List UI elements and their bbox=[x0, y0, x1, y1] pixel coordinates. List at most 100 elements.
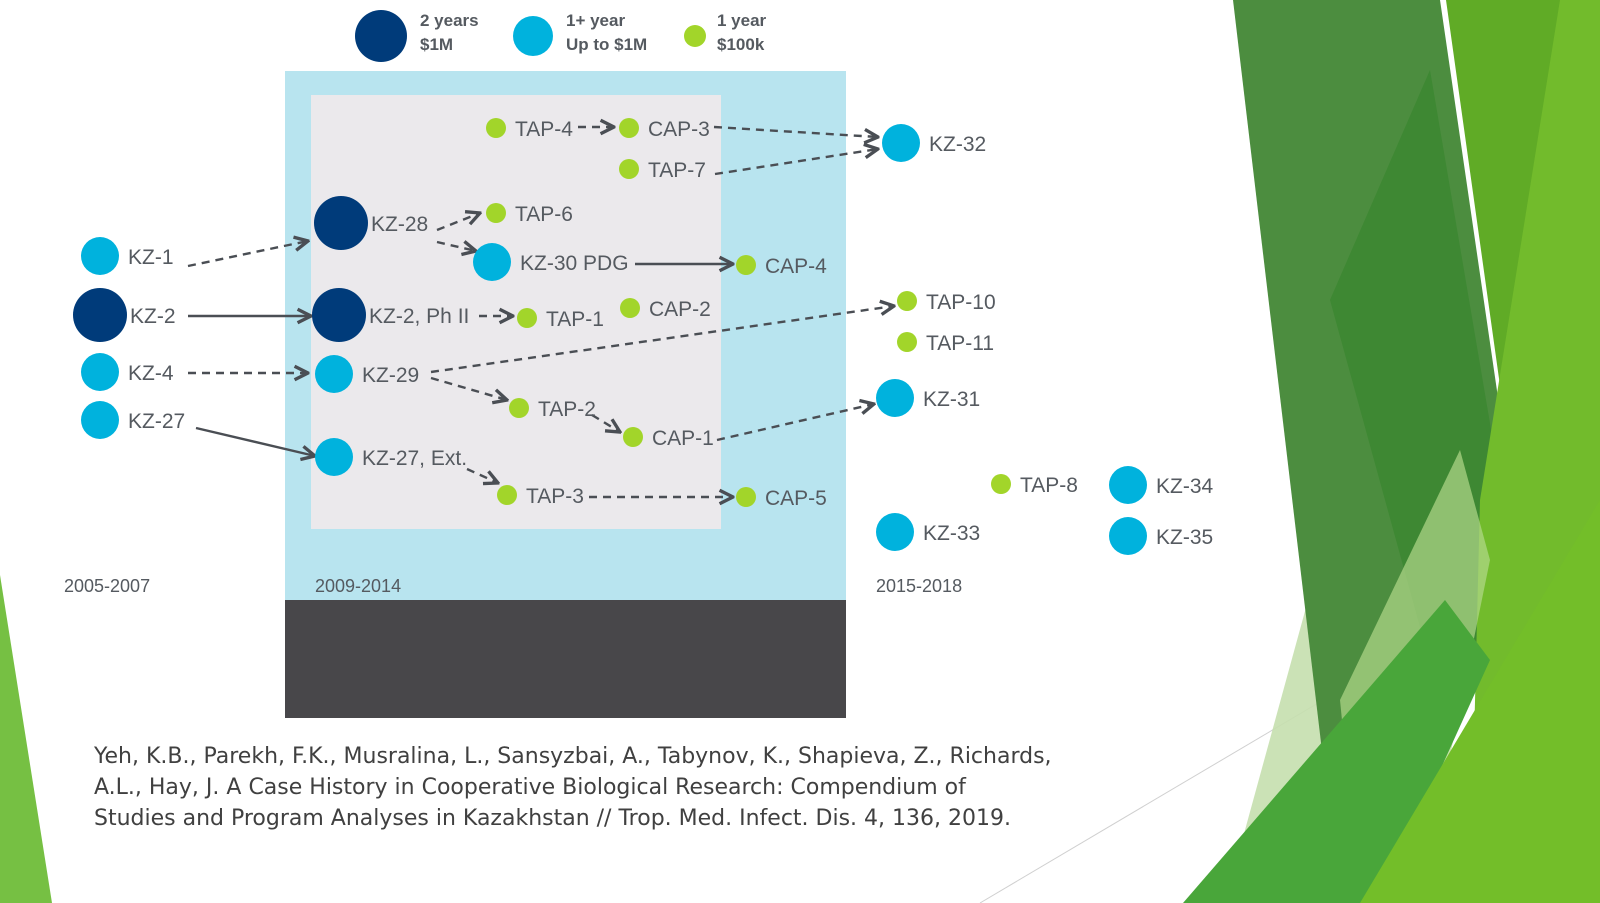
node-tap-6: TAP-6 bbox=[486, 203, 573, 226]
node-marker bbox=[517, 308, 537, 328]
edge-kz-29-to-tap-10 bbox=[430, 306, 894, 374]
node-marker bbox=[81, 353, 119, 391]
dark-block bbox=[285, 600, 846, 718]
node-kz-2: KZ-2 bbox=[73, 288, 176, 342]
nodes: KZ-1 KZ-2 KZ-4 KZ-27 KZ-28 KZ-2, Ph II KZ-29 KZ… bbox=[73, 118, 1214, 555]
node-label: KZ-29 bbox=[362, 364, 419, 387]
node-label: CAP-2 bbox=[649, 298, 711, 321]
node-label: KZ-34 bbox=[1156, 475, 1214, 498]
node-marker bbox=[73, 288, 127, 342]
node-tap-4: TAP-4 bbox=[486, 118, 573, 141]
node-kz-29: KZ-29 bbox=[315, 355, 419, 393]
node-label: KZ-2 bbox=[130, 305, 176, 328]
node-tap-8: TAP-8 bbox=[991, 474, 1078, 497]
node-marker bbox=[315, 355, 353, 393]
node-tap-11: TAP-11 bbox=[897, 332, 994, 355]
node-label: TAP-8 bbox=[1020, 474, 1078, 497]
node-marker bbox=[882, 124, 920, 162]
node-label: TAP-3 bbox=[526, 485, 584, 508]
node-label: TAP-1 bbox=[546, 308, 604, 331]
node-tap-7: TAP-7 bbox=[619, 159, 706, 182]
node-marker bbox=[81, 401, 119, 439]
node-marker bbox=[876, 513, 914, 551]
node-label: TAP-7 bbox=[648, 159, 706, 182]
node-marker bbox=[619, 118, 639, 138]
era-label-2009-2014: 2009-2014 bbox=[315, 576, 401, 596]
node-kz-4: KZ-4 bbox=[81, 353, 174, 391]
edge-kz-28-to-kz-30 bbox=[436, 242, 476, 251]
legend: 2 years $1M 1+ year Up to $1M 1 year $10… bbox=[355, 10, 767, 62]
node-tap-2: TAP-2 bbox=[509, 398, 596, 421]
node-kz-35: KZ-35 bbox=[1109, 517, 1213, 555]
edge-kz-28-to-tap-6 bbox=[436, 213, 480, 232]
node-marker bbox=[486, 203, 506, 223]
citation-line: Yeh, K.B., Parekh, F.K., Musralina, L., … bbox=[94, 744, 1052, 769]
node-cap-2: CAP-2 bbox=[620, 298, 711, 321]
node-label: TAP-2 bbox=[538, 398, 596, 421]
era-label-2005-2007: 2005-2007 bbox=[64, 576, 150, 596]
node-label: KZ-1 bbox=[128, 246, 174, 269]
legend-label: 2 years bbox=[420, 11, 479, 30]
inner-projects-box bbox=[311, 95, 721, 529]
node-label: KZ-35 bbox=[1156, 526, 1213, 549]
node-cap-3: CAP-3 bbox=[619, 118, 710, 141]
node-label: TAP-10 bbox=[926, 291, 996, 314]
node-kz-34: KZ-34 bbox=[1109, 466, 1214, 504]
node-marker bbox=[315, 438, 353, 476]
node-marker bbox=[314, 196, 368, 250]
node-kz-27-ext: KZ-27, Ext. bbox=[315, 438, 467, 476]
node-marker bbox=[1109, 466, 1147, 504]
node-marker bbox=[736, 255, 756, 275]
edge-tap-2-to-cap-1 bbox=[591, 413, 620, 432]
node-kz-33: KZ-33 bbox=[876, 513, 980, 551]
node-label: KZ-33 bbox=[923, 522, 980, 545]
node-marker bbox=[1109, 517, 1147, 555]
node-label: TAP-4 bbox=[515, 118, 573, 141]
edges bbox=[187, 127, 894, 497]
node-tap-3: TAP-3 bbox=[497, 485, 584, 508]
edge-kz-1-to-kz-28 bbox=[187, 241, 308, 268]
legend-swatch-2-years bbox=[355, 10, 407, 62]
node-label: KZ-32 bbox=[929, 133, 986, 156]
node-label: CAP-4 bbox=[765, 255, 827, 278]
node-label: CAP-3 bbox=[648, 118, 710, 141]
node-label: KZ-2, Ph II bbox=[369, 305, 469, 328]
legend-label: $1M bbox=[420, 35, 453, 54]
left-green-shape bbox=[0, 575, 52, 903]
node-label: KZ-28 bbox=[371, 213, 428, 236]
node-cap-1: CAP-1 bbox=[623, 427, 714, 450]
node-marker bbox=[736, 487, 756, 507]
node-marker bbox=[991, 474, 1011, 494]
node-marker bbox=[486, 118, 506, 138]
legend-label: 1 year bbox=[717, 11, 767, 30]
node-label: CAP-1 bbox=[652, 427, 714, 450]
node-label: KZ-27, Ext. bbox=[362, 447, 467, 470]
node-kz-2-phii: KZ-2, Ph II bbox=[312, 288, 469, 342]
node-kz-27: KZ-27 bbox=[81, 401, 185, 439]
citation-line: A.L., Hay, J. A Case History in Cooperat… bbox=[94, 775, 966, 800]
node-marker bbox=[497, 485, 517, 505]
legend-label: 1+ year bbox=[566, 11, 625, 30]
node-label: KZ-31 bbox=[923, 388, 980, 411]
node-marker bbox=[897, 332, 917, 352]
node-kz-31: KZ-31 bbox=[876, 379, 980, 417]
citation: Yeh, K.B., Parekh, F.K., Musralina, L., … bbox=[94, 741, 1224, 834]
node-marker bbox=[623, 427, 643, 447]
node-kz-30: KZ-30 PDG bbox=[473, 243, 629, 281]
node-marker bbox=[473, 243, 511, 281]
node-label: KZ-27 bbox=[128, 410, 185, 433]
node-kz-1: KZ-1 bbox=[81, 237, 174, 275]
green-shape bbox=[1360, 500, 1600, 903]
legend-swatch-1plus-year bbox=[513, 16, 553, 56]
legend-label: Up to $1M bbox=[566, 35, 647, 54]
era-label-2015-2018: 2015-2018 bbox=[876, 576, 962, 596]
node-label: CAP-5 bbox=[765, 487, 827, 510]
node-marker bbox=[619, 159, 639, 179]
node-kz-32: KZ-32 bbox=[882, 124, 986, 162]
legend-label: $100k bbox=[717, 35, 765, 54]
node-marker bbox=[897, 291, 917, 311]
node-cap-4: CAP-4 bbox=[736, 255, 827, 278]
node-label: KZ-30 PDG bbox=[520, 252, 629, 275]
